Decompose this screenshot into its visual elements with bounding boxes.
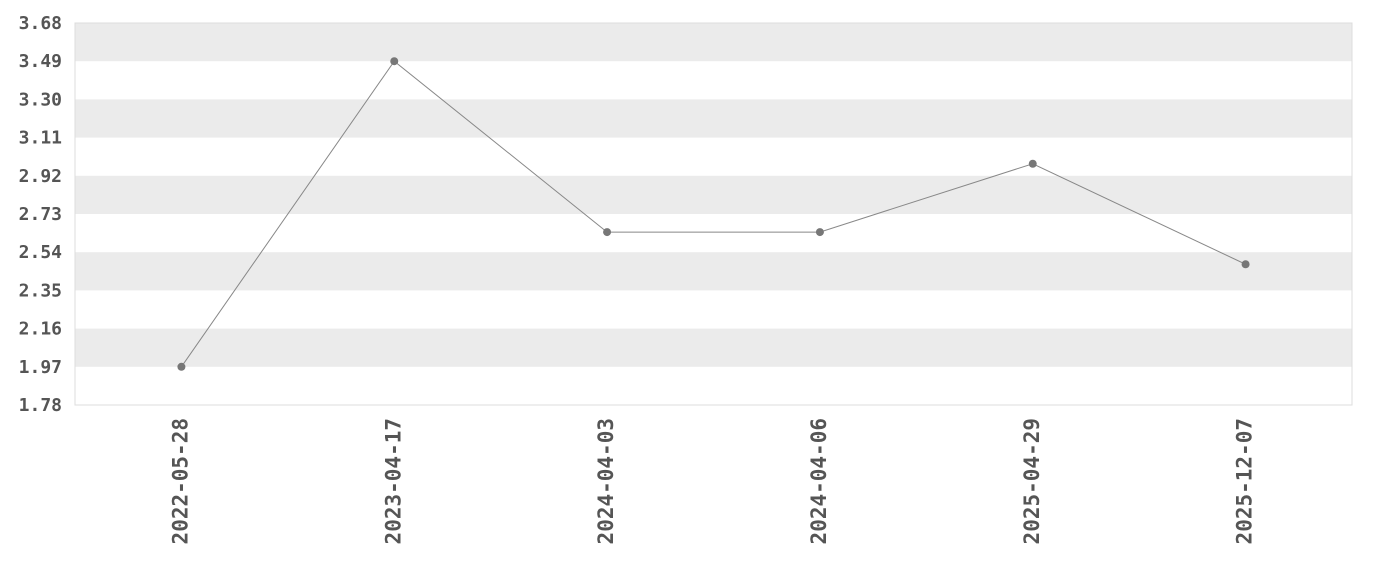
y-tick-label: 1.78 (19, 395, 62, 416)
data-point (1241, 260, 1250, 269)
y-tick-label: 2.92 (19, 166, 62, 187)
x-tick-label: 2022-05-28 (168, 418, 192, 544)
x-tick-label: 2024-04-03 (594, 418, 618, 544)
x-axis: 2022-05-28 2023-04-17 2024-04-03 2024-04-06… (168, 418, 1256, 544)
y-axis: 1.78 1.97 2.16 2.35 2.54 2.73 2.92 3.11 3.30 3.49… (19, 13, 63, 416)
y-tick-label: 3.30 (19, 89, 62, 110)
plot-frame (74, 22, 1353, 406)
data-point (1028, 159, 1037, 168)
y-tick-label: 2.54 (19, 242, 63, 263)
x-tick-label: 2025-04-29 (1020, 418, 1044, 544)
data-point (603, 228, 612, 237)
y-tick-label: 3.68 (19, 13, 62, 34)
y-tick-label: 2.73 (19, 204, 62, 225)
grid-band (75, 175, 1352, 214)
y-tick-label: 1.97 (19, 357, 62, 378)
grid-band (75, 99, 1352, 138)
grid-band (75, 328, 1352, 367)
x-tick-label: 2023-04-17 (381, 418, 405, 544)
data-point (177, 362, 186, 371)
grid-band (75, 23, 1352, 62)
x-tick-label: 2025-12-07 (1233, 418, 1257, 544)
series-line (181, 60, 1246, 368)
series-points (177, 57, 1250, 371)
grid-band (75, 252, 1352, 291)
x-tick-label: 2024-04-06 (807, 418, 831, 544)
data-point (815, 228, 824, 237)
y-tick-label: 2.16 (19, 319, 62, 340)
y-tick-label: 3.11 (19, 128, 62, 149)
y-tick-label: 3.49 (19, 51, 62, 72)
grid-bands (75, 23, 1352, 367)
y-tick-label: 2.35 (19, 280, 62, 301)
data-point (390, 57, 399, 66)
